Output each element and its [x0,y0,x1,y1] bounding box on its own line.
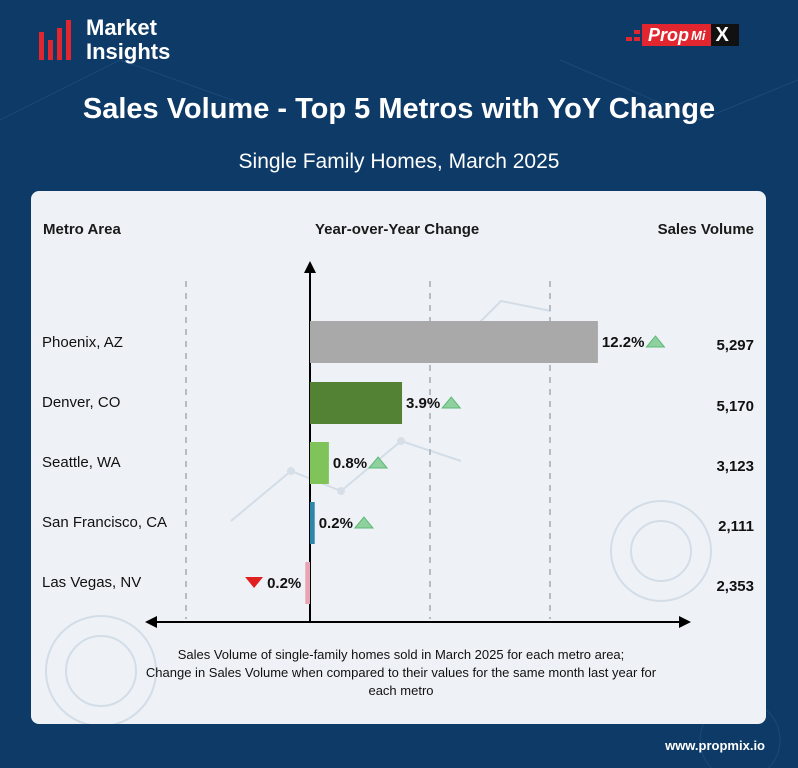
bar-0 [310,321,598,363]
metro-label-seattle: Seattle, WA [42,454,121,471]
yoy-label-3: 0.2% [319,515,353,532]
chart-card: Metro Area Year-over-Year Change Sales V… [31,191,766,724]
logo-text-x: X [715,23,729,46]
footnote-line2: Change in Sales Volume when compared to … [145,665,657,680]
column-header-change: Year-over-Year Change [315,221,480,238]
logo-text-prop: Prop [648,24,690,45]
sales-volume-denver: 5,170 [716,398,754,415]
yoy-label-4: 0.2% [267,575,301,592]
sales-volume-san-francisco: 2,111 [718,518,754,535]
brand-line1: Market [86,15,157,40]
down-arrow-icon-4 [245,577,264,588]
yoy-label-0: 12.2% [602,334,645,351]
metro-label-san-francisco: San Francisco, CA [42,514,168,531]
x-axis-right-arrow-icon [679,616,691,628]
metro-label-denver: Denver, CO [42,394,121,411]
propmix-logo: Prop Mi X [626,24,739,46]
up-arrow-icon-3 [353,516,374,529]
up-arrow-icon-0 [645,335,666,348]
y-axis-arrow-icon [304,261,316,273]
bar-2 [310,442,329,484]
bar-chart-logo-icon [39,20,71,60]
footnote-line3: each metro [368,683,434,698]
card-background-decoration [45,299,712,724]
chart-footnote: Sales Volume of single-family homes sold… [91,646,711,700]
brand-line2: Insights [86,39,171,64]
metro-label-phoenix: Phoenix, AZ [42,334,123,351]
logo-dots-icon [626,24,642,46]
yoy-bar-chart: 12.2% 3.9% 0.8% 0.2% 0.2% [145,261,691,628]
logo-text-mi: Mi [691,27,706,43]
column-header-volume: Sales Volume [657,221,754,238]
page-subtitle: Single Family Homes, March 2025 [238,150,560,173]
yoy-label-2: 0.8% [333,455,367,472]
sales-volume-seattle: 3,123 [716,458,754,475]
x-axis-left-arrow-icon [145,616,157,628]
up-arrow-icon-1 [441,396,462,409]
market-insights-brand: Market Insights [38,16,170,64]
bar-4 [305,562,310,604]
metro-label-las-vegas: Las Vegas, NV [42,574,142,591]
column-header-metro: Metro Area [43,221,121,238]
footer-url: www.propmix.io [665,738,765,753]
up-arrow-icon-2 [368,456,389,469]
footnote-line1: Sales Volume of single-family homes sold… [177,647,625,662]
page-title: Sales Volume - Top 5 Metros with YoY Cha… [82,93,716,125]
bar-1 [310,382,403,424]
sales-volume-phoenix: 5,297 [716,337,754,354]
yoy-label-1: 3.9% [406,395,440,412]
bar-3 [310,502,315,544]
sales-volume-las-vegas: 2,353 [716,578,754,595]
